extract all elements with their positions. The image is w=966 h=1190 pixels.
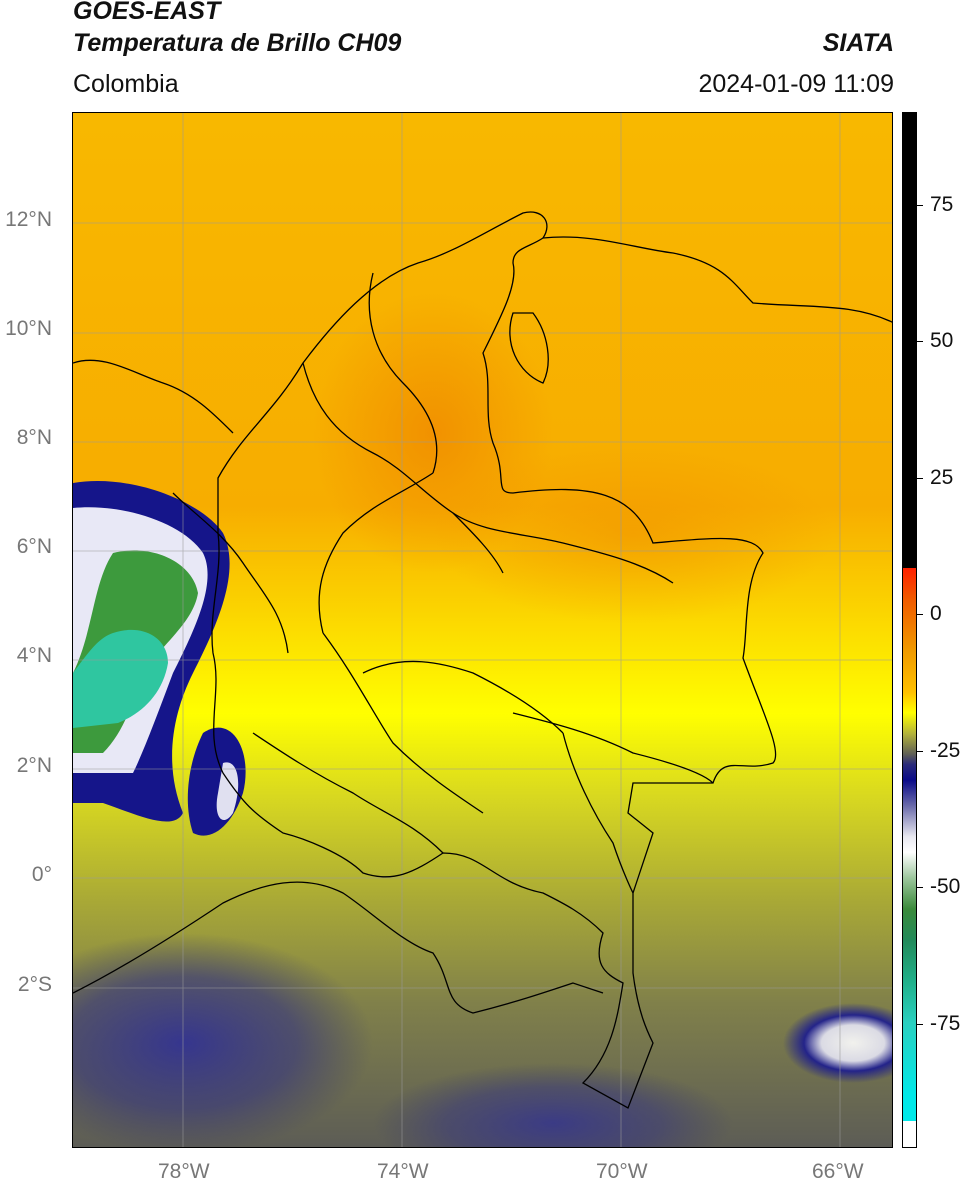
cold-cloud-system-south: [73, 933, 373, 1147]
lon-label: 78°W: [158, 1160, 210, 1183]
lat-label: 6°N: [16, 535, 52, 558]
region-label: Colombia: [73, 70, 179, 98]
datetime-label: 2024-01-09 11:09: [698, 70, 894, 98]
colorbar-label: -75: [930, 1012, 961, 1035]
warm-region: [433, 443, 833, 623]
lon-label: 74°W: [377, 1160, 429, 1183]
colorbar-label: 50: [930, 329, 954, 352]
cold-cloud-system-southeast: [783, 1003, 892, 1083]
graticule: [73, 113, 892, 1147]
colorbar-label: 75: [930, 193, 954, 216]
map-canvas: [73, 113, 892, 1147]
lat-label: 10°N: [5, 317, 52, 340]
colorbar-label: 25: [930, 466, 954, 489]
cold-cloud-system-south: [373, 1063, 733, 1147]
colorbar: [902, 112, 917, 1148]
colorbar-label: 0: [930, 602, 942, 625]
title-satellite: GOES-EAST: [73, 0, 221, 25]
lat-label: 12°N: [5, 208, 52, 231]
lat-label: 4°N: [16, 644, 52, 667]
colorbar-label: -50: [930, 875, 961, 898]
lat-label: 8°N: [16, 426, 52, 449]
lat-label: 2°S: [17, 973, 52, 996]
lat-label: 2°N: [16, 754, 52, 777]
lon-label: 70°W: [596, 1160, 648, 1183]
lon-label: 66°W: [812, 1160, 864, 1183]
borders: [73, 211, 892, 1109]
lat-label: 0°: [31, 863, 52, 886]
satellite-map[interactable]: [72, 112, 893, 1148]
cold-cloud-system-west: [73, 481, 246, 836]
organization-label: SIATA: [822, 29, 894, 57]
title-product: Temperatura de Brillo CH09: [73, 29, 402, 57]
colorbar-label: -25: [930, 739, 961, 762]
